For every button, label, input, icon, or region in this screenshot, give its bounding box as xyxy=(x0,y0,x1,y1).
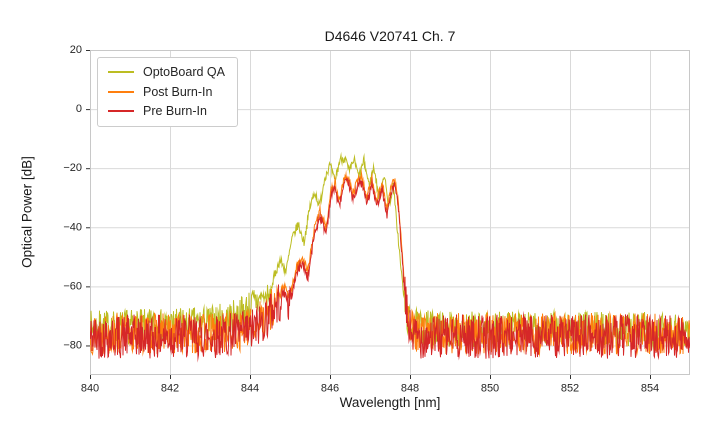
legend-line-swatch xyxy=(108,90,134,93)
chart-title: D4646 V20741 Ch. 7 xyxy=(324,28,456,44)
legend-item: Post Burn-In xyxy=(108,84,225,99)
legend-line-swatch xyxy=(108,110,134,113)
x-axis-label: Wavelength [nm] xyxy=(339,395,441,410)
legend-label: Post Burn-In xyxy=(143,84,213,99)
y-axis-label: Optical Power [dB] xyxy=(19,156,35,268)
legend: OptoBoard QA Post Burn-In Pre Burn-In xyxy=(97,57,238,127)
legend-item: OptoBoard QA xyxy=(108,66,225,79)
legend-item: Pre Burn-In xyxy=(108,105,225,118)
legend-line-swatch xyxy=(108,71,134,74)
legend-label: Pre Burn-In xyxy=(143,104,207,118)
legend-label: OptoBoard QA xyxy=(143,65,225,79)
